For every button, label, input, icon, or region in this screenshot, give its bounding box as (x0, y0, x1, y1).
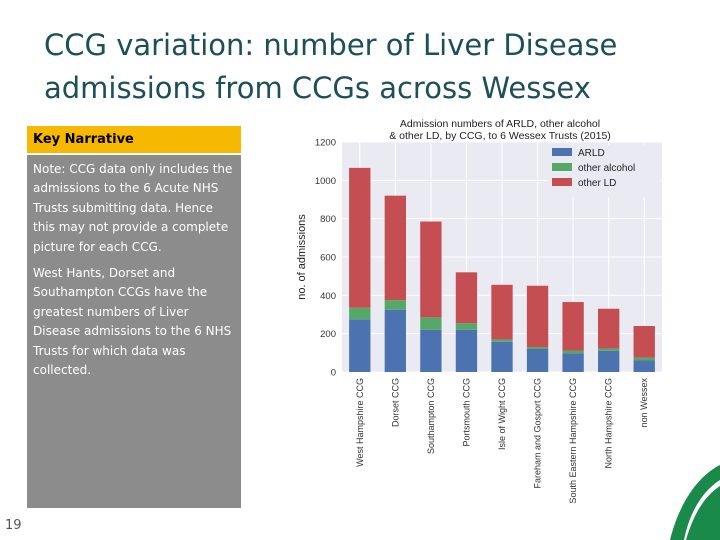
bar-segment-arld (384, 309, 406, 372)
narrative-body: Note: CCG data only includes the admissi… (27, 155, 241, 508)
bar-segment-arld (491, 341, 513, 372)
slide-title: CCG variation: number of Liver Disease a… (44, 28, 618, 105)
bar-segment-arld (349, 319, 371, 372)
x-tick-label: Dorset CCG (390, 378, 400, 427)
bar-segment-arld (420, 329, 442, 372)
bar-segment-other-ld (384, 195, 406, 301)
stacked-bar-chart: Admission numbers of ARLD, other alcohol… (296, 118, 662, 504)
x-tick-label: Isle of Wight CCG (497, 378, 507, 450)
y-tick-label: 400 (320, 291, 336, 302)
bar-segment-other-alcohol (491, 339, 513, 342)
bar-segment-other-ld (420, 221, 442, 318)
chart-title-line-1: Admission numbers of ARLD, other alcohol (400, 118, 600, 130)
x-tick-label: Portsmouth CCG (461, 378, 471, 447)
y-tick-label: 200 (320, 329, 336, 340)
bar-segment-other-ld (455, 272, 478, 324)
bar-segment-arld (562, 353, 584, 372)
bar-segment-other-alcohol (633, 357, 655, 361)
y-tick-label: 0 (331, 368, 336, 379)
nhs-swoosh-logo (670, 465, 720, 540)
bar-segment-other-alcohol (562, 350, 584, 354)
bar-segment-other-alcohol (384, 300, 406, 310)
bar-segment-other-ld (349, 167, 371, 308)
legend-swatch (552, 148, 572, 156)
bar-segment-other-ld (598, 308, 620, 349)
chart-title-line-2: & other LD, by CCG, to 6 Wessex Trusts (… (389, 130, 611, 142)
y-tick-label: 800 (320, 214, 336, 225)
y-tick-label: 1000 (315, 176, 336, 187)
legend-swatch (552, 163, 572, 171)
bar-segment-other-alcohol (420, 317, 442, 330)
y-axis-label: no. of admissions (296, 214, 308, 300)
narrative-header: Key Narrative (27, 126, 241, 153)
bar-segment-arld (598, 350, 620, 372)
y-tick-label: 600 (320, 253, 336, 264)
x-tick-label: Southampton CCG (426, 378, 436, 454)
bar-segment-other-alcohol (598, 348, 620, 351)
bar-segment-other-ld (491, 284, 513, 340)
bar-segment-arld (633, 360, 655, 372)
bar-segment-other-alcohol (526, 347, 549, 349)
legend-swatch (552, 178, 572, 186)
narrative-paragraph: Note: CCG data only includes the admissi… (33, 162, 233, 254)
x-tick-label: non Wessex (639, 378, 649, 428)
x-tick-label: West Hampshire CCG (355, 378, 365, 467)
bar-segment-arld (526, 349, 549, 372)
bar-segment-other-alcohol (349, 307, 371, 320)
bar-segment-other-alcohol (455, 323, 478, 330)
bar-segment-other-ld (526, 285, 549, 348)
bar-segment-other-ld (562, 302, 584, 351)
bar-segment-other-ld (633, 326, 655, 358)
plot-area: 0 200 400 600 800 1000 1200 West Hampshire CCG D… (315, 138, 662, 504)
y-tick-label: 1200 (315, 138, 336, 149)
legend-label: other alcohol (578, 163, 635, 174)
narrative-paragraph: West Hants, Dorset and Southampton CCGs … (33, 266, 232, 378)
slide-number: 19 (5, 518, 22, 533)
legend-label: other LD (578, 178, 616, 189)
x-tick-label: Fareham and Gosport CCG (533, 378, 543, 489)
x-tick-label: South Eastern Hampshire CCG (568, 378, 578, 504)
bar-segment-arld (455, 329, 478, 372)
x-tick-label: North Hampshire CCG (604, 378, 614, 469)
legend-label: ARLD (578, 148, 605, 159)
